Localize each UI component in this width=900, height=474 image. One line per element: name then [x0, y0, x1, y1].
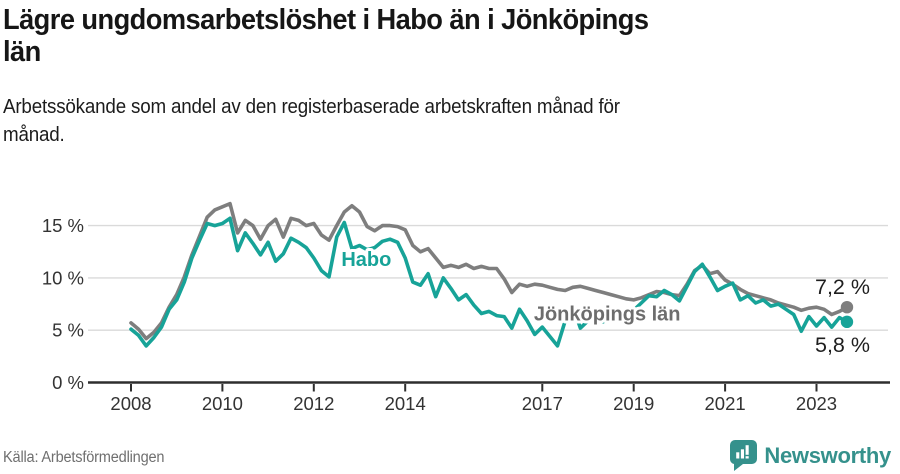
newsworthy-logo-icon — [730, 440, 758, 471]
x-tick-label-2012: 2012 — [293, 393, 334, 414]
series-label-habo: Habo — [341, 249, 391, 271]
x-tick-label-2017: 2017 — [522, 393, 563, 414]
chart-subtitle: Arbetssökande som andel av den registerb… — [3, 93, 620, 150]
end-dot-habo — [840, 315, 854, 329]
page-title: Lägre ungdomsarbetslöshet i Habo än i Jö… — [3, 4, 649, 69]
logo-exclamation-bar — [746, 445, 750, 455]
series-line-habo — [129, 216, 849, 348]
line-chart: 2008 2010 2012 2014 2017 2019 2021 2023 0 % 5 % 10… — [42, 201, 890, 414]
logo-bar-1 — [736, 452, 740, 459]
y-tick-label-5: 5 % — [52, 320, 84, 341]
x-tick-label-2021: 2021 — [705, 393, 746, 414]
chart-subtitle-line-2: månad. — [3, 124, 65, 147]
page-title-line-1: Lägre ungdomsarbetslöshet i Habo än i Jö… — [3, 4, 649, 36]
x-tick-label-2010: 2010 — [202, 393, 243, 414]
source-note: Källa: Arbetsförmedlingen — [3, 449, 165, 466]
x-tick-label-2008: 2008 — [110, 393, 151, 414]
series-line-j-nk-pings-l-n — [129, 201, 849, 341]
end-value-label-j-nk-pings-l-n: 7,2 % — [815, 275, 870, 299]
y-tick-label-0: 0 % — [52, 372, 84, 393]
logo-bar-2 — [741, 449, 745, 459]
y-tick-label-15: 15 % — [42, 215, 84, 236]
end-value-label-habo: 5,8 % — [815, 333, 870, 357]
newsworthy-logo: Newsworthy — [730, 440, 891, 471]
newsworthy-logo-text: Newsworthy — [764, 442, 891, 468]
x-tick-label-2023: 2023 — [796, 393, 837, 414]
series-label-j-nk-pings-l-n: Jönköpings län — [534, 303, 681, 325]
y-tick-label-10: 10 % — [42, 267, 84, 288]
x-tick-label-2019: 2019 — [613, 393, 654, 414]
page-title-line-2: län — [3, 36, 41, 69]
chart-subtitle-line-1: Arbetssökande som andel av den registerb… — [3, 96, 620, 118]
logo-exclamation-dot — [746, 456, 750, 459]
x-tick-label-2014: 2014 — [385, 393, 426, 414]
end-dot-j-nk-pings-l-n — [840, 300, 854, 314]
